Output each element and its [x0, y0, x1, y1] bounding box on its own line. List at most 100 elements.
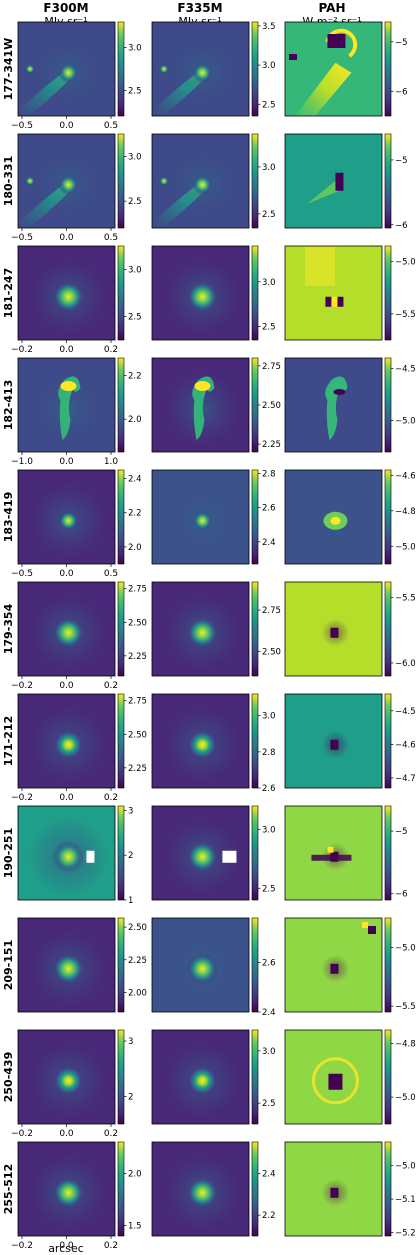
colorbar-tick-label: −5.0 [395, 1093, 416, 1103]
colorbar: 1 2 3 [117, 805, 133, 906]
panel-frame [151, 1029, 250, 1125]
x-tick-label: 0.0 [59, 569, 74, 579]
panel-F335M: 2.25 2.50 2.75 [151, 357, 281, 453]
panel-F300M: 2.0 2.2 [17, 357, 142, 453]
x-tick-label: 0.2 [104, 793, 118, 803]
colorbar-tick-label: −5.0 [395, 417, 416, 427]
panel-F300M: 23 [17, 1029, 133, 1125]
colorbar-tick-label: 2.8 [262, 469, 276, 479]
colorbar-tick-label: 2.5 [262, 323, 276, 333]
image [285, 1030, 382, 1124]
panel-PAH: −5.0 −4.8 −4.6 [284, 469, 416, 565]
colorbar-tick-label: −5.5 [395, 594, 416, 604]
colorbar-tick-label: −5.0 [395, 943, 416, 953]
row-label: 190-251 [2, 828, 15, 879]
panel-F335M: 2.2 2.4 [151, 1141, 276, 1237]
panel-frame [284, 1029, 383, 1125]
colorbar-tick-label: −6.0 [395, 659, 416, 669]
panel-PAH: −5.5 −5.0 [284, 917, 416, 1013]
colorbar-tick-label: −5.2 [395, 1229, 416, 1239]
panel-frame [284, 357, 383, 453]
row-209-151: 209-151 2.00 2.25 2.50 2.4 2.6 −5.5 −5.0 [2, 917, 416, 1018]
colorbar: 2.5 3.0 3.5 [251, 21, 276, 117]
panel-frame [151, 805, 250, 901]
row-180-331: 180-331 2.5 3.0 2.5 3.0 −6 −5 −0.5 0.0 0.5 [2, 133, 408, 243]
x-tick-label: 0.0 [59, 345, 74, 355]
row-label: 177-341W [2, 38, 15, 101]
row-250-439: 250-439 232.53.0−5.0−4.8−0.2 0.0 0.2 [2, 1029, 416, 1139]
image [285, 918, 382, 1012]
colorbar-tick-label: 3 [128, 1037, 133, 1047]
panel-F300M: 2.5 3.0 [17, 245, 142, 341]
image [152, 694, 249, 788]
colorbar-tick-label: 3.0 [262, 826, 276, 836]
colorbar: −6 −5 [384, 805, 408, 901]
x-tick-label: 0.0 [59, 457, 74, 467]
colorbar-tick-label: −6 [395, 890, 408, 900]
panel-F335M: 2.4 2.6 2.8 [151, 469, 276, 565]
colorbar: −5.0 −4.8 [384, 1029, 416, 1125]
panel-frame [284, 805, 383, 901]
image [285, 582, 382, 676]
x-tick-label: 1.0 [104, 457, 119, 467]
colorbar-tick-label: 3.0 [262, 61, 276, 71]
panel-PAH: −5.0 −4.8 [284, 1029, 416, 1125]
colorbar-tick-label: −4.5 [395, 364, 416, 374]
colorbar-tick-label: −5 [395, 827, 408, 837]
row-182-413: 182-413 2.0 2.2 2.25 2.50 2.75 −5.0 −4.5 −1.0 0.0… [2, 357, 416, 467]
colorbar-tick-label: −4.8 [395, 507, 416, 517]
row-177-341W: 177-341W 2.5 3.0 2.5 3.0 3.5 −6 −5 −0.5 0.0 0.5 [2, 21, 408, 131]
image [18, 470, 115, 564]
panel-frame [151, 693, 250, 789]
row-183-419: 183-419 2.0 2.2 2.4 2.4 2.6 2.8 −5.0 −4.8 −4.6 −0.… [2, 469, 416, 579]
colorbar-tick-label: 2.75 [128, 585, 147, 595]
colorbar-tick-label: 2.5 [128, 313, 142, 323]
x-tick-label: 0.2 [104, 1241, 118, 1251]
panel-PAH: −5.2 −5.1 −5.0 [284, 1141, 416, 1239]
panel-frame [284, 469, 383, 565]
colorbar-tick-label: −4.8 [395, 1039, 416, 1049]
colorbar-tick-label: 3 [128, 806, 133, 816]
image [285, 358, 382, 452]
panel-F300M: 2.5 3.0 [17, 21, 142, 117]
panel-frame [284, 581, 383, 677]
panel-frame [284, 245, 383, 341]
image [285, 246, 382, 340]
colorbar-tick-label: 2.50 [128, 730, 147, 740]
colorbar: −4.7 −4.6 −4.5 [384, 693, 416, 789]
panel-F300M: 1.5 2.0 [17, 1141, 142, 1237]
image [152, 470, 249, 564]
panel-frame [151, 469, 250, 565]
image [285, 1142, 382, 1236]
image [152, 1142, 249, 1236]
row-label: 180-331 [2, 156, 15, 207]
x-tick-label: −0.5 [11, 233, 33, 243]
colorbar-tick-label: 2.0 [128, 1169, 142, 1179]
colorbar-tick-label: 2.4 [262, 1169, 276, 1179]
colorbar-tick-label: −5.0 [395, 542, 416, 552]
row-255-512: 255-512 1.5 2.0 2.2 2.4 −5.2 −5.1 −5.0 −0.2 0.0 0.… [2, 1141, 416, 1251]
x-tick-label: 0.2 [104, 681, 118, 691]
panel-frame [151, 245, 250, 341]
colorbar-tick-label: 2.50 [128, 618, 147, 628]
x-tick-label: 0.0 [59, 1129, 74, 1139]
colorbar: 2.5 3.0 [251, 805, 276, 901]
colorbar: 2.25 2.50 2.75 [117, 581, 147, 677]
colorbar: −5.0 −4.5 [384, 357, 416, 453]
colorbar-tick-label: 2.0 [128, 415, 142, 425]
colorbar-tick-label: −4.7 [395, 774, 416, 784]
x-tick-label: −0.2 [11, 681, 33, 691]
colorbar-tick-label: 2.6 [262, 959, 276, 969]
x-axis-label: arcsec [48, 1242, 84, 1255]
colorbar-tick-label: 2.25 [128, 652, 147, 662]
row-label: 183-419 [2, 492, 15, 543]
image [18, 582, 115, 676]
row-label: 250-439 [2, 1052, 15, 1103]
colorbar-tick-label: 2.00 [128, 988, 147, 998]
colorbar-tick-label: 2.4 [262, 1008, 276, 1018]
row-190-251: 190-251 1 2 3 2.5 3.0 −6 −5 [2, 805, 408, 906]
panel-frame [151, 357, 250, 453]
colorbar: 2.6 2.8 3.0 [251, 693, 276, 794]
row-label: 182-413 [2, 380, 15, 431]
colorbar-tick-label: 2.6 [262, 504, 276, 514]
